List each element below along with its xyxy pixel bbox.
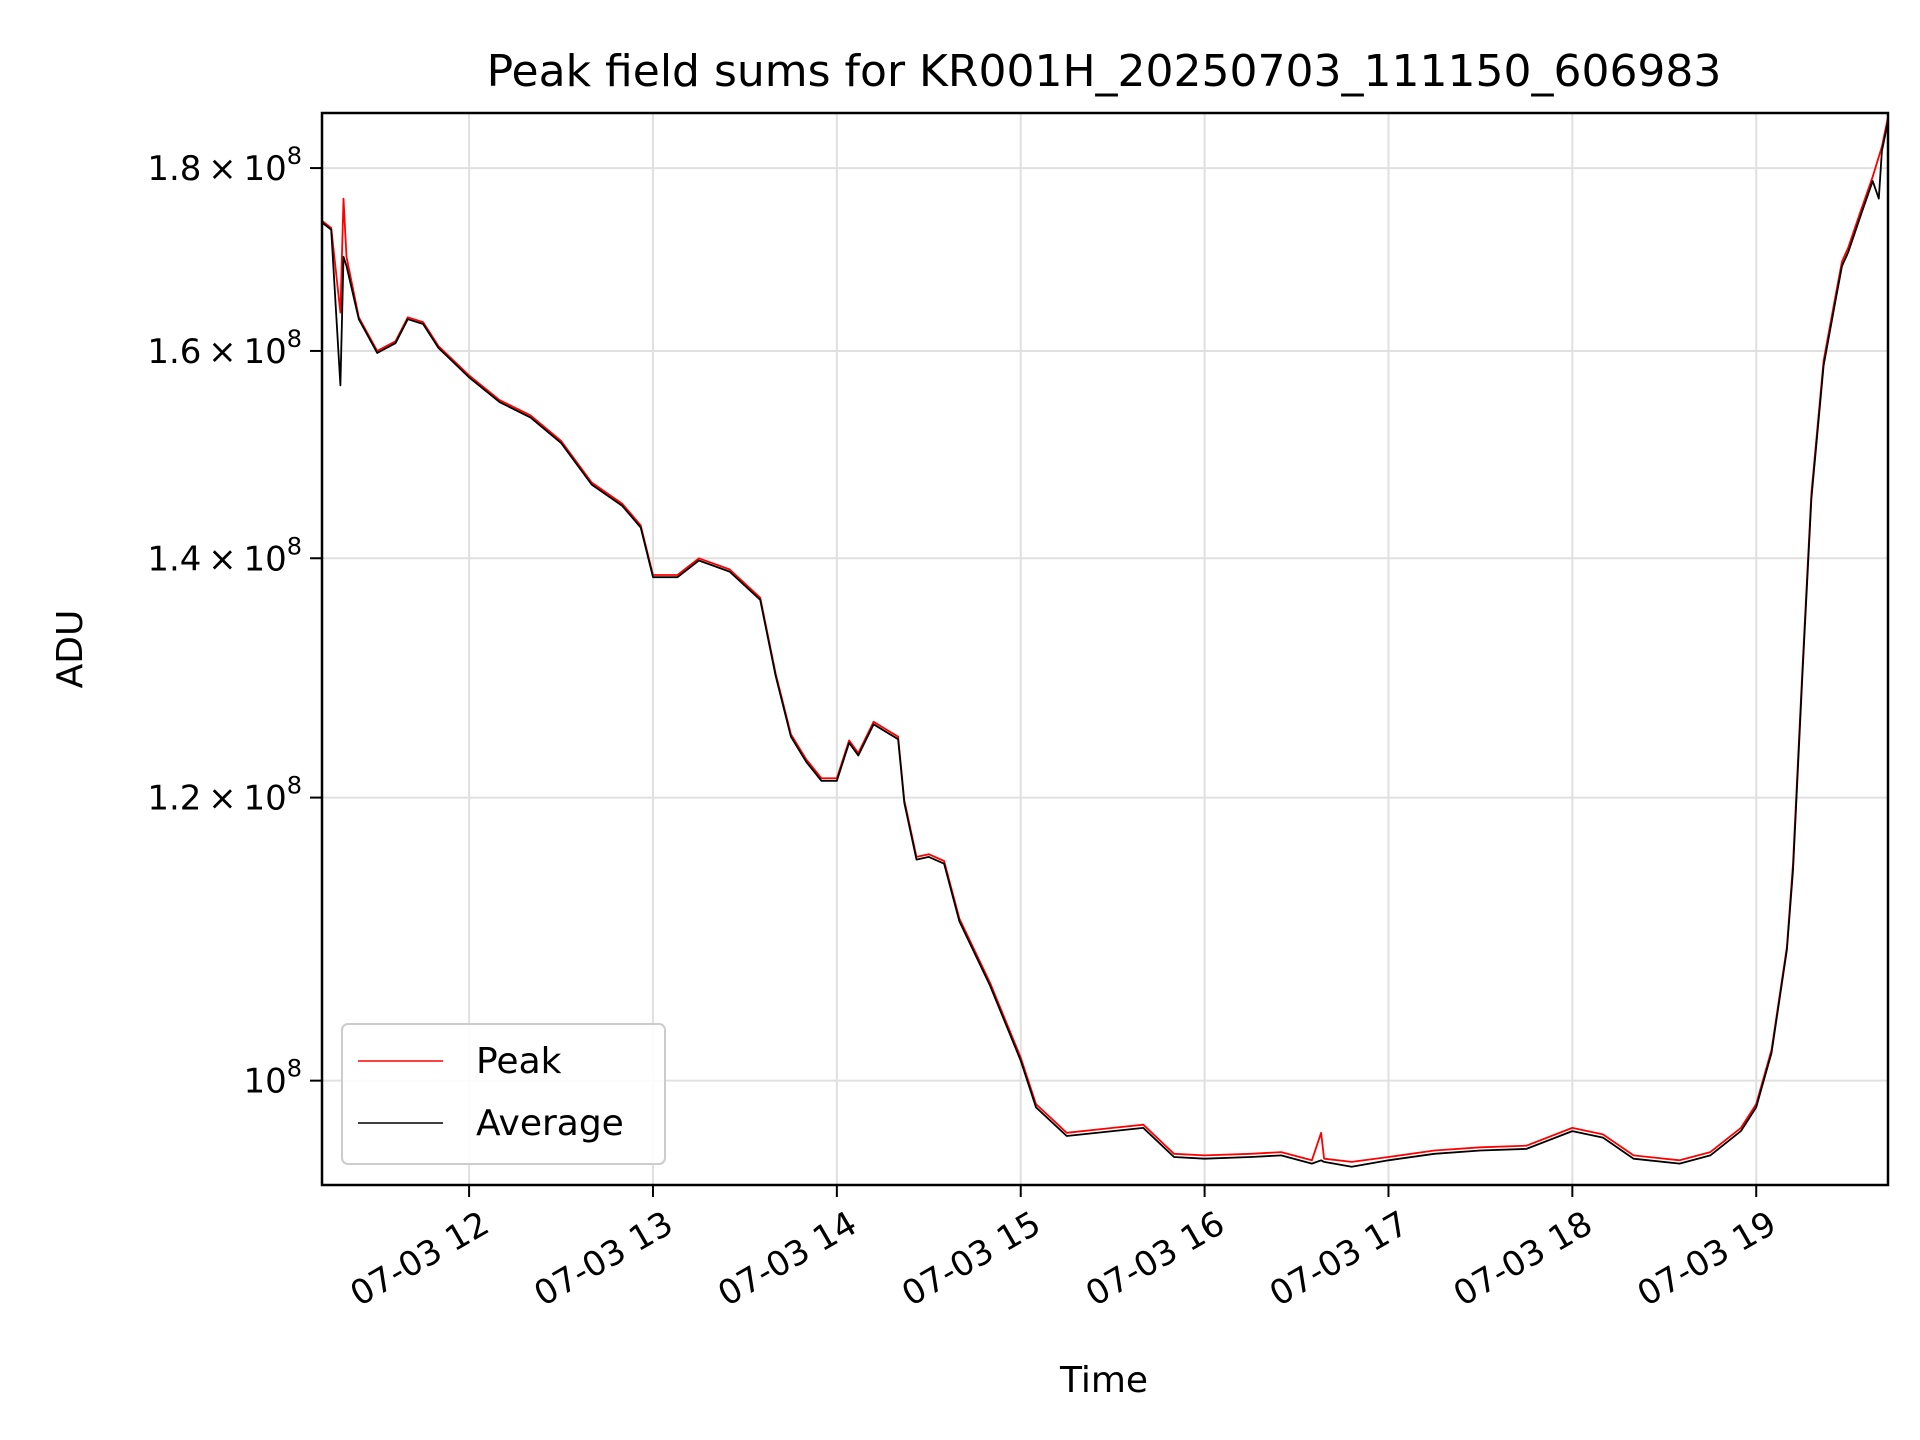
series-line-peak (321, 117, 1889, 1163)
x-axis: 07-03 12 07-03 13 07-03 14 07-03 15 07-03 16… (344, 1185, 1783, 1315)
y-axis: 108 1.2 × 108 1.4 × 108 1.6 × 108 1.8 × 108 (147, 142, 322, 1102)
grid-lines (322, 113, 1888, 1185)
y-tick-label: 1.4 × 108 (147, 532, 302, 579)
y-tick-label: 1.6 × 108 (147, 325, 302, 372)
plot-frame (320, 111, 1890, 1187)
legend-label-peak: Peak (476, 1041, 562, 1082)
series-line-average (321, 121, 1889, 1168)
y-axis-label: ADU (50, 610, 91, 689)
x-tick-label: 07-03 19 (1631, 1204, 1783, 1315)
x-tick-label: 07-03 14 (711, 1204, 863, 1315)
legend-box (341, 1023, 666, 1165)
x-tick-label: 07-03 12 (344, 1204, 496, 1315)
chart-title: Peak field sums for KR001H_20250703_1111… (487, 46, 1722, 97)
y-tick-label: 1.8 × 108 (147, 142, 302, 189)
x-tick-label: 07-03 16 (1079, 1204, 1231, 1315)
series-layer (321, 117, 1889, 1168)
x-tick-label: 07-03 13 (527, 1204, 679, 1315)
y-tick-label: 1.2 × 108 (147, 772, 302, 819)
x-tick-label: 07-03 17 (1263, 1204, 1415, 1315)
x-tick-label: 07-03 18 (1447, 1204, 1599, 1315)
x-axis-label: Time (1059, 1360, 1148, 1401)
legend-label-average: Average (476, 1103, 624, 1144)
legend: Peak Average (341, 1023, 666, 1165)
x-tick-label: 07-03 15 (895, 1204, 1047, 1315)
y-tick-label: 108 (243, 1055, 302, 1102)
